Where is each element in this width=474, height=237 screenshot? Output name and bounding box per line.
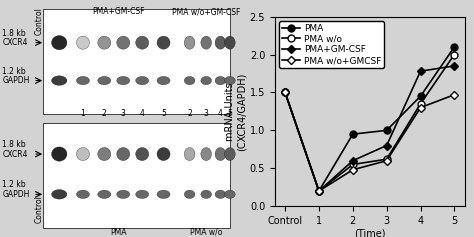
Ellipse shape: [117, 36, 130, 49]
Text: PMA w/o: PMA w/o: [190, 228, 222, 237]
Ellipse shape: [157, 190, 170, 199]
Ellipse shape: [136, 190, 149, 199]
PMA w/o: [282, 91, 288, 94]
Text: PMA: PMA: [110, 228, 127, 237]
Ellipse shape: [76, 76, 90, 85]
Ellipse shape: [52, 147, 67, 161]
Legend: PMA, PMA w/o, PMA+GM-CSF, PMA w/o+GMCSF: PMA, PMA w/o, PMA+GM-CSF, PMA w/o+GMCSF: [280, 21, 384, 68]
Ellipse shape: [76, 190, 90, 199]
Text: GAPDH: GAPDH: [2, 76, 30, 85]
Ellipse shape: [52, 190, 67, 199]
Ellipse shape: [157, 76, 170, 85]
PMA+GM-CSF: [384, 144, 390, 147]
PMA: [452, 46, 457, 48]
Text: GAPDH: GAPDH: [2, 190, 30, 199]
PMA: [282, 91, 288, 94]
Ellipse shape: [201, 76, 211, 85]
Text: 3: 3: [121, 109, 126, 118]
Text: 1.2 kb: 1.2 kb: [2, 180, 26, 189]
PMA w/o: [316, 190, 322, 192]
X-axis label: (Time)
Days in Culture: (Time) Days in Culture: [332, 229, 408, 237]
Text: CXCR4: CXCR4: [2, 150, 28, 159]
PMA w/o+GMCSF: [452, 93, 457, 96]
PMA: [316, 190, 322, 192]
Ellipse shape: [117, 147, 130, 161]
Ellipse shape: [215, 36, 226, 49]
Ellipse shape: [136, 76, 149, 85]
PMA w/o+GMCSF: [316, 190, 322, 192]
Ellipse shape: [98, 147, 111, 161]
Text: Control: Control: [35, 7, 44, 35]
Line: PMA w/o+GMCSF: PMA w/o+GMCSF: [283, 90, 457, 194]
PMA: [384, 129, 390, 132]
Ellipse shape: [157, 147, 170, 161]
Text: 1.8 kb: 1.8 kb: [2, 29, 26, 38]
FancyBboxPatch shape: [43, 123, 230, 228]
Ellipse shape: [136, 36, 149, 49]
Text: 4: 4: [218, 109, 223, 118]
PMA w/o: [418, 102, 423, 105]
Text: 1.8 kb: 1.8 kb: [2, 140, 26, 149]
Ellipse shape: [184, 190, 195, 199]
Ellipse shape: [117, 190, 130, 199]
PMA w/o+GMCSF: [350, 168, 356, 171]
PMA w/o+GMCSF: [384, 159, 390, 162]
Text: 1.2 kb: 1.2 kb: [2, 67, 26, 76]
Ellipse shape: [76, 36, 90, 49]
Ellipse shape: [215, 76, 226, 85]
Ellipse shape: [157, 36, 170, 49]
PMA w/o: [452, 53, 457, 56]
Ellipse shape: [201, 147, 211, 161]
PMA w/o+GMCSF: [418, 106, 423, 109]
Ellipse shape: [136, 147, 149, 161]
PMA w/o: [384, 158, 390, 161]
Ellipse shape: [225, 36, 235, 49]
PMA: [418, 95, 423, 98]
PMA w/o: [350, 163, 356, 166]
Ellipse shape: [201, 36, 211, 49]
PMA+GM-CSF: [452, 64, 457, 67]
Ellipse shape: [117, 76, 130, 85]
Ellipse shape: [215, 190, 226, 199]
Ellipse shape: [52, 76, 67, 85]
Y-axis label: mRNA Units
(CXCR4/GAPDH): mRNA Units (CXCR4/GAPDH): [225, 72, 247, 150]
Text: CXCR4: CXCR4: [2, 38, 28, 47]
PMA+GM-CSF: [418, 70, 423, 73]
PMA w/o+GMCSF: [282, 91, 288, 94]
Ellipse shape: [184, 36, 195, 49]
Ellipse shape: [225, 76, 235, 85]
Line: PMA w/o: PMA w/o: [282, 51, 458, 195]
Ellipse shape: [215, 147, 226, 161]
Text: 5: 5: [228, 109, 232, 118]
Ellipse shape: [98, 36, 111, 49]
Ellipse shape: [52, 36, 67, 50]
PMA+GM-CSF: [282, 91, 288, 94]
Ellipse shape: [184, 76, 195, 85]
Ellipse shape: [98, 76, 111, 85]
Ellipse shape: [76, 147, 90, 161]
Text: PMA w/o+GM-CSF: PMA w/o+GM-CSF: [172, 7, 240, 16]
Text: Control: Control: [35, 195, 44, 223]
FancyBboxPatch shape: [43, 9, 230, 114]
PMA: [350, 133, 356, 136]
Text: 5: 5: [161, 109, 166, 118]
Line: PMA: PMA: [282, 43, 458, 195]
Text: 2: 2: [102, 109, 107, 118]
Text: 2: 2: [187, 109, 192, 118]
Ellipse shape: [225, 190, 235, 199]
PMA+GM-CSF: [316, 190, 322, 192]
Text: 1: 1: [81, 109, 85, 118]
Ellipse shape: [184, 147, 195, 161]
Ellipse shape: [225, 147, 235, 161]
Line: PMA+GM-CSF: PMA+GM-CSF: [283, 63, 457, 194]
Text: PMA+GM-CSF: PMA+GM-CSF: [92, 7, 145, 16]
Ellipse shape: [201, 190, 211, 199]
Text: 3: 3: [204, 109, 209, 118]
Text: 4: 4: [140, 109, 145, 118]
PMA+GM-CSF: [350, 159, 356, 162]
Ellipse shape: [98, 190, 111, 199]
